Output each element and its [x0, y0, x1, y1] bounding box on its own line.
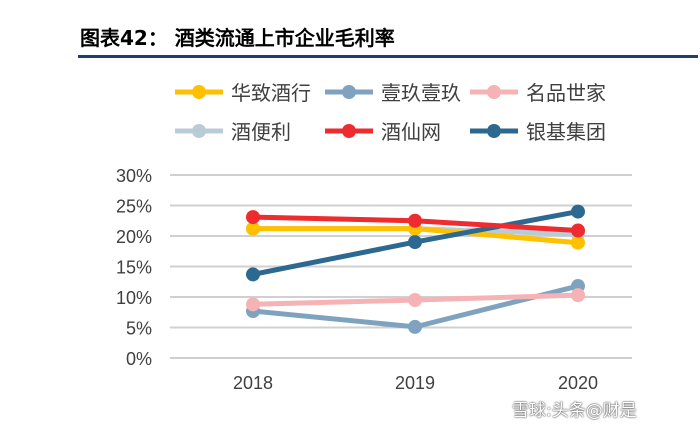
- chart-title: 图表42： 酒类流通上市企业毛利率: [80, 26, 395, 50]
- legend-marker: [487, 124, 501, 138]
- data-point: [246, 297, 260, 312]
- data-point: [408, 319, 422, 334]
- y-tick-label: 5%: [126, 319, 152, 339]
- data-point: [571, 204, 585, 219]
- legend-label: 酒仙网: [381, 120, 441, 144]
- data-point: [571, 235, 585, 250]
- data-point: [571, 288, 585, 303]
- data-point: [571, 223, 585, 238]
- y-tick-label: 30%: [116, 166, 152, 186]
- data-point: [246, 210, 260, 225]
- y-tick-label: 20%: [116, 227, 152, 247]
- legend-label: 名品世家: [526, 81, 606, 105]
- data-point: [408, 293, 422, 308]
- legend-marker: [192, 124, 206, 138]
- x-tick-label: 2019: [395, 373, 435, 393]
- y-tick-label: 0%: [126, 349, 152, 369]
- legend-label: 华致酒行: [231, 81, 311, 105]
- legend-marker: [487, 85, 501, 99]
- legend-label: 酒便利: [231, 120, 291, 144]
- legend-marker: [192, 85, 206, 99]
- y-tick-label: 15%: [116, 258, 152, 278]
- data-point: [246, 267, 260, 282]
- y-tick-label: 25%: [116, 197, 152, 217]
- legend-marker: [342, 85, 356, 99]
- watermark: 雪球:头条@财是: [512, 401, 637, 421]
- legend-marker: [342, 124, 356, 138]
- legend-label: 壹玖壹玖: [381, 81, 461, 105]
- x-tick-label: 2018: [233, 373, 273, 393]
- data-point: [408, 235, 422, 250]
- legend-label: 银基集团: [526, 120, 606, 144]
- x-tick-label: 2020: [558, 373, 598, 393]
- data-point: [246, 221, 260, 236]
- data-point: [408, 213, 422, 228]
- y-tick-label: 10%: [116, 288, 152, 308]
- title-underline: [78, 55, 698, 58]
